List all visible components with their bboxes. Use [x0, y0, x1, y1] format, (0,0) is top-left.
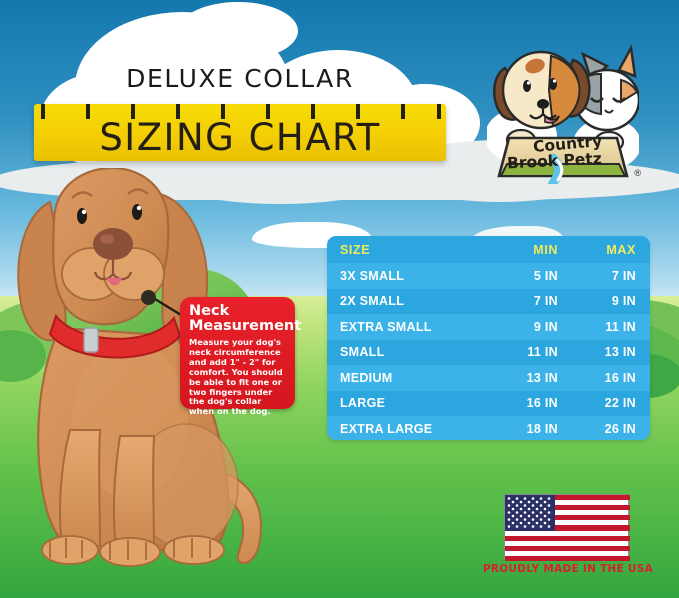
column-header-size: SIZE [340, 242, 371, 257]
ruler-tick [266, 104, 270, 119]
registered-trademark-icon: ® [634, 168, 641, 178]
dog-collar-buckle [83, 327, 99, 353]
cell-min: 16 IN [526, 396, 558, 411]
cell-size: 3X SMALL [340, 268, 405, 283]
cell-min: 5 IN [533, 268, 558, 283]
neck-measurement-callout: Neck Measurement Measure your dog's neck… [180, 297, 301, 416]
ruler-tick [311, 104, 315, 119]
ruler-tick [221, 104, 225, 119]
brand-logo: Country Brook Petz ® [485, 24, 641, 204]
cell-max: 13 IN [604, 345, 636, 360]
flag-stars [507, 497, 551, 528]
ruler-tick [176, 104, 180, 119]
cell-max: 9 IN [611, 294, 636, 309]
dog-mouth [93, 260, 133, 281]
dog-front-leg-left [59, 429, 102, 547]
collar-measure-point [141, 290, 156, 305]
cell-max: 11 IN [605, 319, 636, 334]
cell-min: 9 IN [533, 319, 558, 334]
flag-stripe [505, 535, 630, 541]
table-row: SMALL 11 IN 13 IN [327, 340, 650, 366]
table-row: EXTRA LARGE 18 IN 26 IN [327, 416, 650, 440]
column-header-min: MIN [533, 242, 558, 257]
cell-min: 11 IN [527, 345, 558, 360]
table-row: 3X SMALL 5 IN 7 IN [327, 263, 650, 289]
logo-dog [493, 50, 591, 130]
table-header-row: SIZE MIN MAX [327, 236, 650, 263]
cell-size: 2X SMALL [340, 294, 405, 309]
cell-size: EXTRA LARGE [340, 421, 433, 436]
dog-front-leg-right [112, 435, 156, 547]
cell-max: 26 IN [604, 421, 636, 436]
callout-body: Measure your dog's neck circumference an… [189, 337, 283, 417]
dog-nose-shine [100, 234, 114, 244]
ruler-tick [86, 104, 90, 119]
ruler-tick [437, 104, 441, 119]
cell-size: MEDIUM [340, 370, 393, 385]
flag-stripe [505, 495, 630, 501]
callout-title: Neck Measurement [189, 303, 301, 334]
page-title: SIZING CHART [99, 116, 381, 159]
cell-min: 18 IN [526, 421, 558, 436]
table-row: EXTRA SMALL 9 IN 11 IN [327, 314, 650, 340]
cell-min: 7 IN [533, 294, 558, 309]
callout-title-line1: Neck [189, 303, 230, 319]
cloud-tiny-top [178, 2, 298, 60]
ruler-tick [131, 104, 135, 119]
cell-size: LARGE [340, 396, 386, 411]
table-row: 2X SMALL 7 IN 9 IN [327, 289, 650, 315]
ruler-banner: SIZING CHART [34, 104, 446, 161]
dog-eyes [71, 188, 149, 224]
usa-flag-icon [504, 494, 630, 561]
flag-stripe [505, 505, 630, 511]
dog-muzzle-right [103, 247, 165, 301]
cell-min: 13 IN [526, 370, 558, 385]
page-subtitle: DELUXE COLLAR [126, 64, 354, 93]
dog-paws [41, 535, 225, 567]
flag-stripe [505, 525, 630, 531]
ruler-tick [41, 104, 45, 119]
ruler-tick [401, 104, 405, 119]
cell-max: 16 IN [604, 370, 636, 385]
flag-stripe [505, 515, 630, 521]
dog-nose [93, 228, 133, 260]
callout-title-line2: Measurement [189, 318, 302, 334]
cell-max: 7 IN [611, 268, 636, 283]
table-row: LARGE 16 IN 22 IN [327, 391, 650, 417]
column-header-max: MAX [606, 242, 636, 257]
table-row: MEDIUM 13 IN 16 IN [327, 365, 650, 391]
cell-max: 22 IN [604, 396, 636, 411]
cell-size: SMALL [340, 345, 385, 360]
cell-size: EXTRA SMALL [340, 319, 432, 334]
ruler-tick [356, 104, 360, 119]
logo-brook-water-hi [555, 158, 564, 182]
made-in-usa-label: PROUDLY MADE IN THE USA [482, 563, 654, 575]
sizing-table: SIZE MIN MAX 3X SMALL 5 IN 7 IN 2X SMALL… [327, 236, 650, 440]
dog-tongue [106, 278, 122, 286]
flag-stripe [505, 555, 630, 561]
flag-stripe [505, 545, 630, 551]
flag-canton [505, 495, 555, 531]
